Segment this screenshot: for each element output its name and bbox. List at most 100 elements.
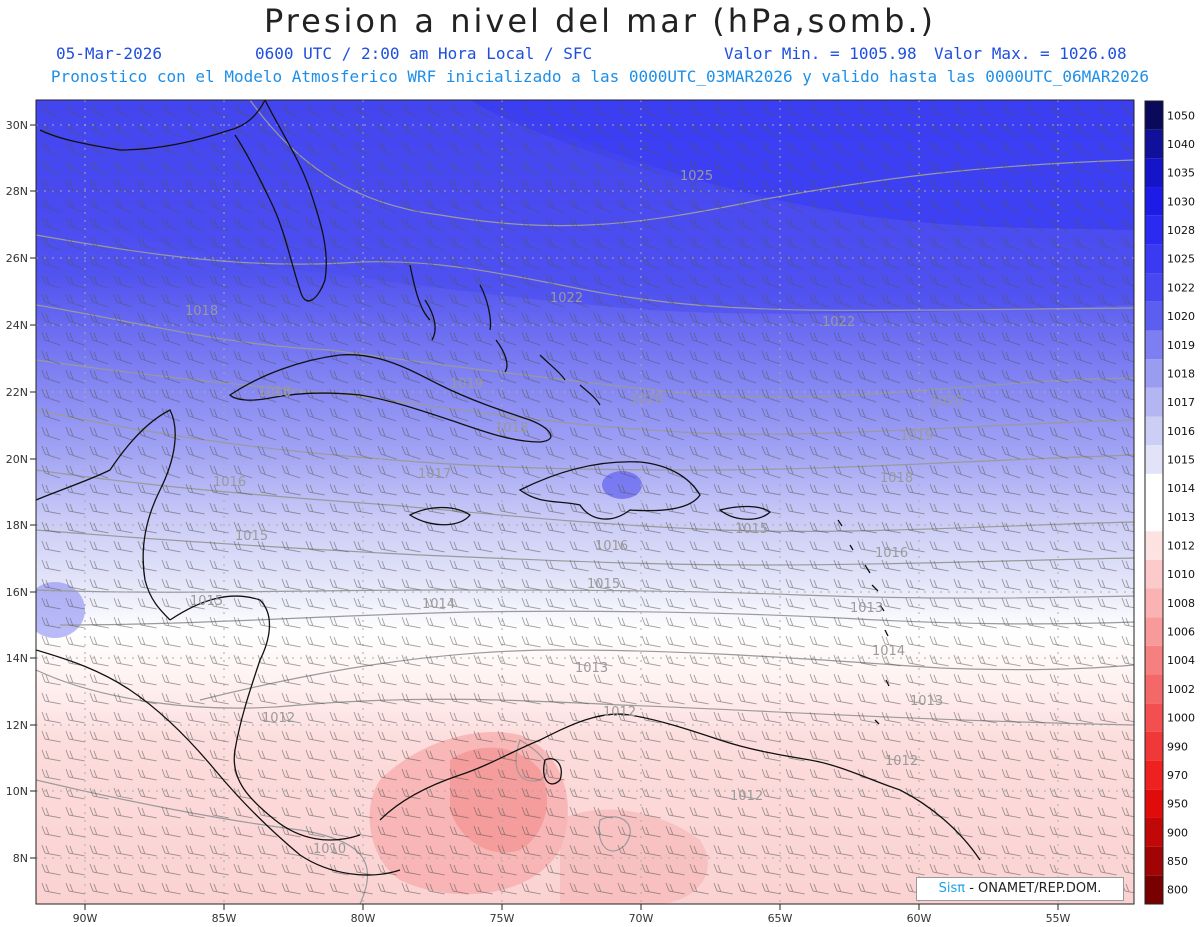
colorbar-swatch xyxy=(1145,445,1163,474)
contour-label: 1012 xyxy=(603,705,636,720)
colorbar-swatch xyxy=(1145,588,1163,618)
colorbar-label: 1035 xyxy=(1167,167,1195,180)
colorbar-swatch xyxy=(1145,416,1163,446)
contour-label: 1020 xyxy=(930,394,963,409)
colorbar-label: 1018 xyxy=(1167,367,1195,380)
credit-text: - ONAMET/REP.DOM. xyxy=(965,881,1102,896)
value-max: Valor Max. = 1026.08 xyxy=(934,44,1127,63)
lon-label: 60W xyxy=(907,912,932,925)
contour-label: 1012 xyxy=(262,711,295,726)
colorbar-swatch xyxy=(1145,359,1163,388)
colorbar-swatch xyxy=(1145,187,1163,216)
colorbar-label: 1022 xyxy=(1167,281,1195,294)
lat-label: 24N xyxy=(6,319,28,332)
colorbar-label: 1015 xyxy=(1167,453,1195,466)
colorbar-swatch xyxy=(1145,473,1163,503)
map-frame xyxy=(35,99,1135,905)
contour-label: 1020 xyxy=(630,392,663,407)
contour-label: 1013 xyxy=(850,601,883,616)
graticule xyxy=(36,100,1134,904)
colorbar-swatch xyxy=(1145,817,1163,847)
colorbar-label: 1006 xyxy=(1167,626,1195,639)
contour-label: 1013 xyxy=(910,694,943,709)
colorbar-swatch xyxy=(1145,846,1163,876)
contour-label: 1025 xyxy=(680,169,713,184)
lon-label: 70W xyxy=(629,912,654,925)
lat-label: 12N xyxy=(6,719,28,732)
colorbar-swatch xyxy=(1145,875,1163,904)
lat-label: 22N xyxy=(6,386,28,399)
colorbar-label: 1020 xyxy=(1167,310,1195,323)
colorbar-label: 970 xyxy=(1167,769,1188,782)
colorbar-label: 1016 xyxy=(1167,425,1195,438)
contour-label: 1022 xyxy=(822,315,855,330)
colorbar-label: 1002 xyxy=(1167,683,1195,696)
colorbar-swatch xyxy=(1145,645,1163,675)
lat-label: 8N xyxy=(13,852,28,865)
contour-label: 1015 xyxy=(735,522,768,537)
contour-label: 1016 xyxy=(213,475,246,490)
lat-label: 16N xyxy=(6,586,28,599)
colorbar-label: 900 xyxy=(1167,826,1188,839)
axis-ticks xyxy=(30,124,1059,910)
lat-label: 30N xyxy=(6,119,28,132)
contour-label: 1010 xyxy=(313,842,346,857)
colorbar-frame xyxy=(1144,100,1164,905)
colorbar-label: 950 xyxy=(1167,798,1188,811)
contour-label: 1018 xyxy=(185,304,218,319)
wind-barbs xyxy=(41,103,1134,895)
contour-label: 1022 xyxy=(550,291,583,306)
colorbar-label: 1014 xyxy=(1167,482,1195,495)
value-min: Valor Min. = 1005.98 xyxy=(724,44,917,63)
colorbar-swatch xyxy=(1145,215,1163,245)
colorbar-label: 1004 xyxy=(1167,654,1195,667)
brand-label: Sisπ xyxy=(938,881,966,896)
lat-labels: 30N 28N 26N 24N 22N 20N 18N 16N 14N 12N … xyxy=(6,119,28,865)
map-title: Presion a nivel del mar (hPa,somb.) xyxy=(263,2,937,40)
valid-date: 05-Mar-2026 xyxy=(56,44,162,63)
lon-label: 80W xyxy=(351,912,376,925)
credit-box: Sisπ - ONAMET/REP.DOM. xyxy=(916,877,1124,901)
colorbar-label: 1010 xyxy=(1167,568,1195,581)
colorbar-label: 990 xyxy=(1167,740,1188,753)
contour-label: 1015 xyxy=(587,577,620,592)
colorbar-swatch xyxy=(1145,617,1163,646)
colorbar: 1050 1040 1035 1030 1028 1025 1022 1020 1019 1018… xyxy=(1144,100,1195,905)
colorbar-swatch xyxy=(1145,502,1163,532)
colorbar-swatch xyxy=(1145,330,1163,360)
contour-label: 1015 xyxy=(235,529,268,544)
contour-label: 1017 xyxy=(418,467,451,482)
colorbar-swatch xyxy=(1145,273,1163,302)
colorbar-label: 1050 xyxy=(1167,109,1195,122)
colorbar-label: 1017 xyxy=(1167,396,1195,409)
colorbar-swatch xyxy=(1145,158,1163,188)
colorbar-label: 1025 xyxy=(1167,253,1195,266)
valid-time: 0600 UTC / 2:00 am Hora Local / SFC xyxy=(255,44,593,63)
contour-label: 1015 xyxy=(190,594,223,609)
colorbar-swatch xyxy=(1145,387,1163,417)
lat-label: 26N xyxy=(6,252,28,265)
colorbar-label: 800 xyxy=(1167,884,1188,897)
lon-label: 65W xyxy=(768,912,793,925)
colorbar-swatch xyxy=(1145,301,1163,331)
contour-label: 1018 xyxy=(495,421,528,436)
colorbar-swatch xyxy=(1145,129,1163,159)
contour-label: 1013 xyxy=(575,661,608,676)
colorbar-swatch xyxy=(1145,244,1163,274)
lon-label: 85W xyxy=(212,912,237,925)
contour-label: 1018 xyxy=(258,385,291,400)
colorbar-swatch xyxy=(1145,760,1163,790)
contour-label: 1012 xyxy=(885,754,918,769)
lon-label: 75W xyxy=(490,912,515,925)
lon-label: 55W xyxy=(1046,912,1071,925)
map-area xyxy=(36,100,1134,904)
contour-label: 1014 xyxy=(872,644,905,659)
lon-labels: 90W 85W 80W 75W 70W 65W 60W 55W xyxy=(73,912,1071,925)
wind-barb-field xyxy=(41,103,1134,895)
forecast-info: Pronostico con el Modelo Atmosferico WRF… xyxy=(50,67,1150,86)
colorbar-swatch xyxy=(1145,531,1163,560)
colorbar-label: 850 xyxy=(1167,855,1188,868)
colorbar-swatch xyxy=(1145,559,1163,589)
coastlines xyxy=(36,100,981,876)
